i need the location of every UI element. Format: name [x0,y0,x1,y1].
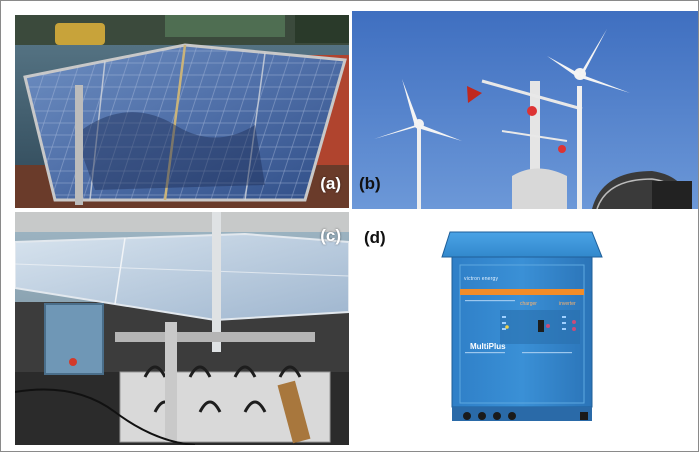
inverter-illustration [441,231,603,421]
wind-turbine-illustration [352,11,698,209]
panel-b-wind-turbines: (b) [352,11,698,209]
panel-a-solar-deck: (a) [15,15,349,208]
panel-c-label: (c) [320,226,341,245]
solar-deck-illustration [15,15,349,208]
panel-c-solar-batteries: (c) [15,212,349,445]
inverter-charger-label: charger [520,301,537,307]
panel-b-label: (b) [359,174,381,193]
panel-a-label: (a) [320,174,341,193]
panel-d-inverter: (d) [352,212,698,451]
inverter-brand-text: victron energy [464,276,499,282]
panel-d-label: (d) [364,228,386,247]
battery-bank-illustration [15,212,349,445]
inverter-inverter-label: inverter [559,301,576,307]
inverter-model-text: MultiPlus [470,342,506,351]
